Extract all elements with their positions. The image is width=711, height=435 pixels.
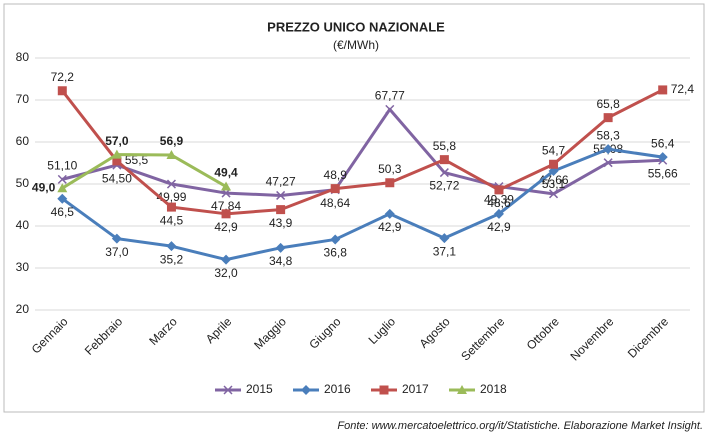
marker <box>493 208 504 219</box>
marker <box>549 189 559 199</box>
data-label: 49,0 <box>32 180 56 194</box>
marker <box>330 234 341 245</box>
marker <box>603 113 613 123</box>
marker <box>276 205 286 215</box>
legend-label: 2017 <box>402 382 429 396</box>
marker <box>385 104 395 114</box>
source-note: Fonte: www.mercatoelettrico.org/it/Stati… <box>337 420 703 432</box>
data-label: 43,9 <box>269 216 293 230</box>
data-label: 67,77 <box>375 89 405 103</box>
data-label: 55,66 <box>648 166 678 180</box>
marker <box>111 233 122 244</box>
series-line <box>61 107 663 197</box>
data-label: 49,39 <box>484 193 514 207</box>
legend-label: 2018 <box>480 382 507 396</box>
y-tick-label: 80 <box>16 50 30 64</box>
chart-title: PREZZO UNICO NAZIONALE <box>267 19 445 34</box>
series-line <box>61 153 227 190</box>
marker <box>276 190 286 200</box>
legend-label: 2015 <box>246 382 273 396</box>
marker <box>603 158 613 168</box>
marker <box>57 86 67 96</box>
legend-marker <box>223 385 233 395</box>
data-label: 44,5 <box>160 213 184 227</box>
chart-subtitle: (€/MWh) <box>333 38 379 52</box>
marker <box>330 184 340 194</box>
data-label: 72,4 <box>671 82 695 96</box>
y-tick-label: 60 <box>16 134 30 148</box>
y-tick-label: 70 <box>16 92 30 106</box>
data-label: 65,8 <box>596 97 620 111</box>
marker <box>603 144 614 155</box>
data-label: 42,9 <box>378 220 402 234</box>
marker <box>549 159 559 169</box>
marker <box>166 179 176 189</box>
data-label: 49,4 <box>214 166 238 180</box>
data-label: 37,1 <box>433 244 457 258</box>
data-label: 57,0 <box>105 134 129 148</box>
marker <box>658 85 668 95</box>
marker <box>166 202 176 212</box>
data-label: 34,8 <box>269 254 293 268</box>
marker <box>657 152 668 163</box>
data-label: 32,0 <box>214 266 238 280</box>
marker <box>57 174 67 184</box>
marker <box>275 242 286 253</box>
marker <box>112 156 122 166</box>
data-label: 58,3 <box>596 128 620 142</box>
y-tick-label: 20 <box>16 302 30 316</box>
marker <box>221 254 232 265</box>
marker <box>439 155 449 165</box>
marker <box>221 209 231 219</box>
data-label: 72,2 <box>51 70 75 84</box>
legend-marker <box>457 385 467 394</box>
legend-label: 2016 <box>324 382 351 396</box>
marker <box>166 241 177 252</box>
marker <box>221 181 232 191</box>
legend-marker <box>301 385 311 395</box>
data-label: 50,3 <box>378 162 402 176</box>
legend-marker <box>379 385 389 395</box>
chart-frame <box>3 3 705 413</box>
data-label: 48,9 <box>324 168 348 182</box>
data-label: 55,8 <box>433 139 457 153</box>
data-label: 36,8 <box>324 246 348 260</box>
data-label: 47,27 <box>266 175 296 189</box>
y-tick-label: 40 <box>16 218 30 232</box>
y-tick-label: 30 <box>16 260 30 274</box>
data-label: 42,9 <box>487 220 511 234</box>
marker <box>384 208 395 219</box>
data-label: 55,5 <box>125 153 149 167</box>
series-line <box>61 147 663 262</box>
data-label: 37,0 <box>105 245 129 259</box>
data-label: 42,9 <box>214 220 238 234</box>
data-label: 46,5 <box>51 205 75 219</box>
marker <box>57 183 68 193</box>
data-label: 53,1 <box>542 177 566 191</box>
data-label: 54,50 <box>102 171 132 185</box>
y-tick-label: 50 <box>16 176 30 190</box>
marker <box>166 150 177 160</box>
data-label: 52,72 <box>429 179 459 193</box>
data-label: 56,9 <box>160 134 184 148</box>
marker <box>439 168 449 178</box>
data-label: 48,64 <box>320 196 350 210</box>
marker <box>385 178 395 188</box>
data-label: 35,2 <box>160 252 184 266</box>
marker <box>111 149 122 159</box>
data-label: 56,4 <box>651 136 675 150</box>
marker <box>439 233 450 244</box>
data-label: 51,10 <box>47 159 77 173</box>
marker <box>57 193 68 204</box>
data-label: 47,84 <box>211 199 241 213</box>
data-label: 48,6 <box>487 196 511 210</box>
data-label: 54,7 <box>542 143 566 157</box>
marker <box>494 185 504 195</box>
series-line <box>61 88 664 216</box>
